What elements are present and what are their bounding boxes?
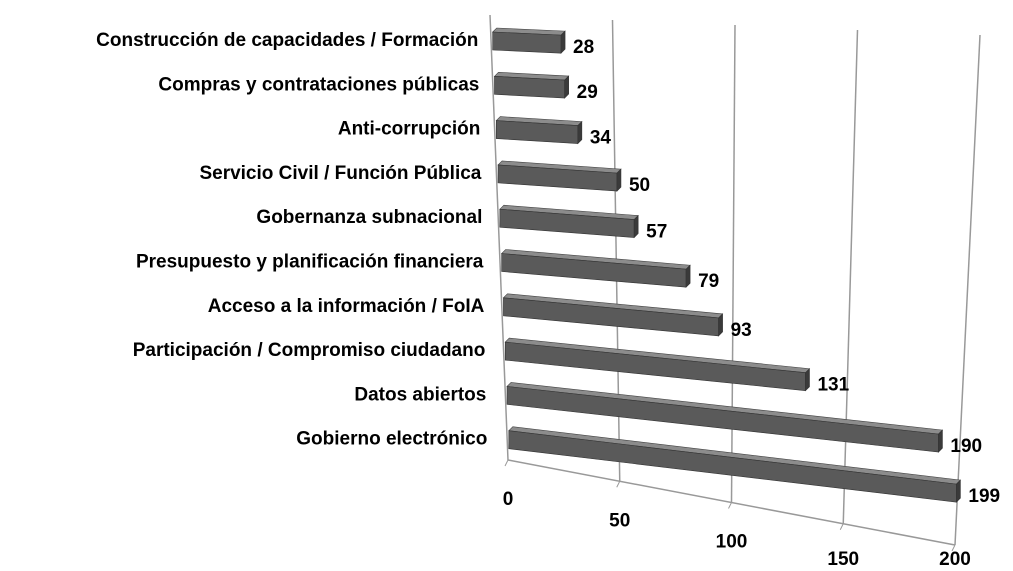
- bar-end: [685, 264, 691, 288]
- category-label: Gobierno electrónico: [296, 429, 487, 450]
- bar-end: [616, 168, 622, 192]
- value-label: 57: [646, 222, 667, 243]
- category-label: Anti-corrupción: [338, 119, 481, 140]
- tick-mark: [951, 544, 956, 552]
- bar-end: [633, 214, 639, 239]
- x-tick-label: 150: [827, 549, 859, 570]
- bar-end: [577, 120, 583, 145]
- category-label: Gobernanza subnacional: [256, 207, 482, 228]
- x-tick-label: 0: [503, 489, 514, 510]
- bar-end: [560, 30, 566, 54]
- category-label: Construcción de capacidades / Formación: [96, 30, 478, 51]
- value-label: 28: [573, 37, 594, 58]
- tick-mark: [616, 481, 621, 488]
- grid-line: [842, 29, 859, 524]
- bar-end: [805, 367, 810, 392]
- grid-line: [489, 14, 509, 461]
- grid-line: [730, 24, 736, 503]
- category-label: Compras y contrataciones públicas: [158, 74, 479, 95]
- x-tick-label: 100: [716, 532, 748, 553]
- value-label: 29: [577, 82, 598, 103]
- x-axis: [507, 459, 956, 546]
- value-label: 79: [698, 271, 719, 292]
- value-label: 190: [950, 436, 982, 457]
- value-label: 50: [629, 175, 650, 196]
- tick-mark: [504, 459, 509, 467]
- value-label: 93: [731, 320, 752, 341]
- bar-end: [938, 429, 943, 453]
- category-label: Datos abiertos: [354, 384, 486, 405]
- category-label: Acceso a la información / FoIA: [208, 296, 485, 317]
- tick-mark: [728, 502, 732, 509]
- category-label: Servicio Civil / Función Pública: [199, 163, 481, 184]
- grid-line: [954, 34, 981, 546]
- bar: [492, 31, 562, 54]
- x-tick-label: 200: [939, 549, 971, 570]
- bar-end: [564, 75, 569, 99]
- value-label: 34: [590, 128, 612, 149]
- value-label: 131: [817, 375, 849, 396]
- category-label: Participación / Compromiso ciudadano: [133, 340, 486, 361]
- tick-mark: [839, 523, 844, 530]
- bar-end: [718, 313, 723, 337]
- value-label: 199: [968, 486, 1000, 507]
- category-label: Presupuesto y planificación financiera: [136, 252, 484, 273]
- bar-end: [956, 479, 961, 503]
- bar: [494, 75, 565, 99]
- x-tick-label: 50: [609, 510, 630, 531]
